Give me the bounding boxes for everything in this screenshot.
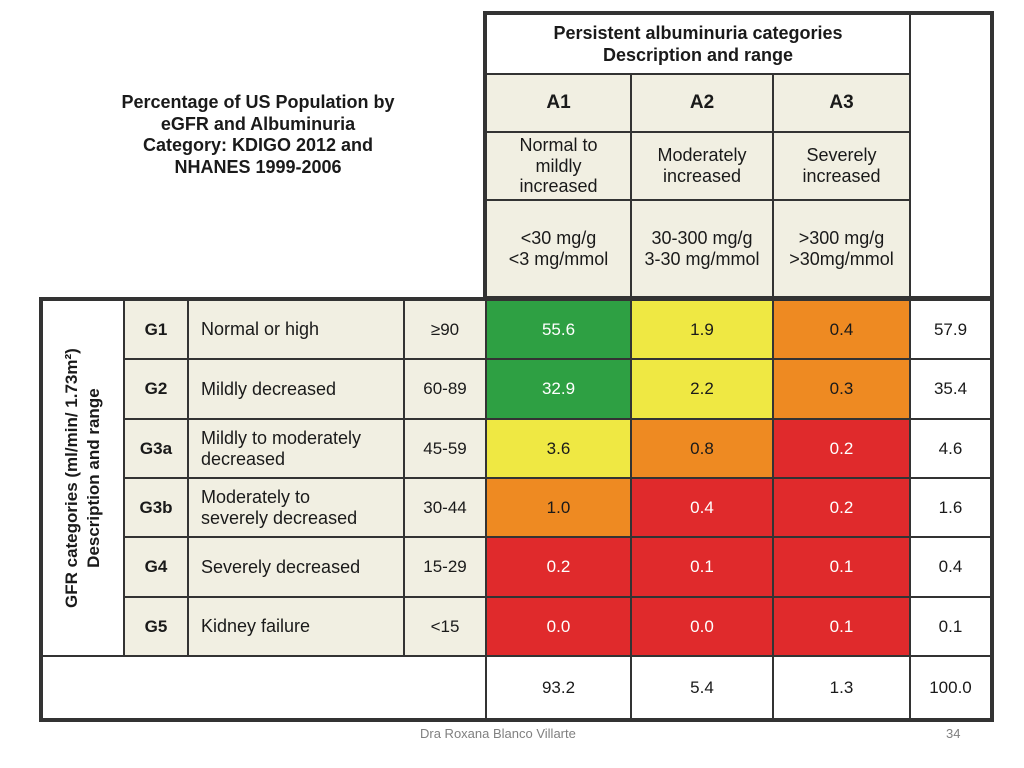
risk-cell-a1: 0.2	[486, 537, 631, 597]
row-code: G2	[124, 359, 188, 419]
risk-cell-a2: 0.1	[631, 537, 773, 597]
row-description-line: Normal or high	[201, 319, 320, 340]
gfr-label: GFR categories (ml/min/ 1.73m²) Descript…	[42, 300, 124, 656]
footer-author: Dra Roxana Blanco Villarte	[420, 726, 576, 741]
footer-page-number: 34	[946, 726, 961, 741]
desc-line: increased	[802, 166, 881, 186]
range-line: >300 mg/g	[798, 227, 885, 248]
risk-cell-a1: 1.0	[486, 478, 631, 537]
category-code-a1: A1	[486, 74, 631, 132]
title-line: Percentage of US Population by	[121, 92, 395, 112]
row-range: 45-59	[404, 419, 486, 478]
albuminuria-header-line: Description and range	[602, 45, 794, 65]
totals-label-blank	[42, 656, 486, 719]
row-total: 57.9	[910, 300, 991, 359]
row-code: G5	[124, 597, 188, 656]
total-header-blank	[910, 14, 991, 297]
title-line: Category: KDIGO 2012 and	[142, 135, 374, 156]
row-code: G3a	[124, 419, 188, 478]
row-total: 35.4	[910, 359, 991, 419]
range-line: <30 mg/g	[520, 227, 597, 248]
row-code: G3b	[124, 478, 188, 537]
albuminuria-header: Persistent albuminuria categories Descri…	[486, 14, 910, 74]
row-range: ≥90	[404, 300, 486, 359]
row-code: G1	[124, 300, 188, 359]
category-desc-a2: Moderately increased	[631, 132, 773, 200]
range-line: >30mg/mmol	[789, 248, 894, 269]
risk-cell-a2: 0.8	[631, 419, 773, 478]
row-code: G4	[124, 537, 188, 597]
row-description-line: Moderately to	[201, 486, 311, 507]
risk-cell-a2: 0.4	[631, 478, 773, 537]
row-description: Normal or high	[188, 300, 404, 359]
category-range-a2: 30-300 mg/g 3-30 mg/mmol	[631, 200, 773, 297]
table-title: Percentage of US Population by eGFR and …	[88, 92, 428, 178]
desc-line: Moderately	[657, 145, 747, 166]
row-total: 1.6	[910, 478, 991, 537]
category-desc-a3: Severely increased	[773, 132, 910, 200]
risk-cell-a2: 0.0	[631, 597, 773, 656]
risk-cell-a2: 2.2	[631, 359, 773, 419]
row-range: 60-89	[404, 359, 486, 419]
row-range: 15-29	[404, 537, 486, 597]
row-range: 30-44	[404, 478, 486, 537]
desc-line: increased	[662, 166, 742, 186]
category-code-a3: A3	[773, 74, 910, 132]
row-description-line: decreased	[201, 448, 286, 469]
category-range-a1: <30 mg/g <3 mg/mmol	[486, 200, 631, 297]
range-line: 3-30 mg/mmol	[644, 248, 760, 269]
column-total-a3: 1.3	[773, 656, 910, 719]
range-line: 30-300 mg/g	[651, 227, 753, 248]
row-description-line: severely decreased	[201, 507, 358, 528]
row-total: 0.1	[910, 597, 991, 656]
row-description: Severely decreased	[188, 537, 404, 597]
column-total-a2: 5.4	[631, 656, 773, 719]
risk-cell-a3: 0.1	[773, 597, 910, 656]
risk-cell-a1: 32.9	[486, 359, 631, 419]
gfr-label-line: GFR categories (ml/min/ 1.73m²)	[61, 348, 81, 608]
gfr-label-cell	[42, 300, 124, 656]
desc-line: Normal to	[519, 134, 598, 155]
row-description: Kidney failure	[188, 597, 404, 656]
category-desc-a1: Normal to mildly increased	[486, 132, 631, 200]
main-table-frame	[39, 297, 994, 722]
risk-cell-a1: 3.6	[486, 419, 631, 478]
albuminuria-header-line: Persistent albuminuria categories	[553, 22, 843, 43]
row-total: 4.6	[910, 419, 991, 478]
row-description-line: Kidney failure	[201, 616, 311, 637]
risk-cell-a3: 0.3	[773, 359, 910, 419]
risk-cell-a3: 0.4	[773, 300, 910, 359]
title-line: eGFR and Albuminuria	[160, 113, 356, 134]
risk-cell-a3: 0.2	[773, 478, 910, 537]
range-line: <3 mg/mmol	[508, 248, 609, 269]
risk-cell-a3: 0.1	[773, 537, 910, 597]
gfr-label-line: Description and range	[84, 388, 104, 568]
risk-cell-a1: 55.6	[486, 300, 631, 359]
row-description: Mildly decreased	[188, 359, 404, 419]
desc-line: mildly	[535, 155, 582, 176]
column-total-a1: 93.2	[486, 656, 631, 719]
row-description-line: Severely decreased	[201, 556, 361, 577]
risk-cell-a1: 0.0	[486, 597, 631, 656]
row-description: Mildly to moderately decreased	[188, 419, 404, 478]
title-line: NHANES 1999-2006	[174, 156, 342, 177]
row-description-line: Mildly decreased	[201, 378, 337, 399]
desc-line: increased	[519, 176, 598, 197]
risk-cell-a3: 0.2	[773, 419, 910, 478]
row-total: 0.4	[910, 537, 991, 597]
row-description-line: Mildly to moderately	[201, 427, 362, 448]
category-range-a3: >300 mg/g >30mg/mmol	[773, 200, 910, 297]
desc-line: Severely	[806, 145, 877, 166]
category-code-a2: A2	[631, 74, 773, 132]
row-range: <15	[404, 597, 486, 656]
grand-total: 100.0	[910, 656, 991, 719]
risk-cell-a2: 1.9	[631, 300, 773, 359]
row-description: Moderately to severely decreased	[188, 478, 404, 537]
